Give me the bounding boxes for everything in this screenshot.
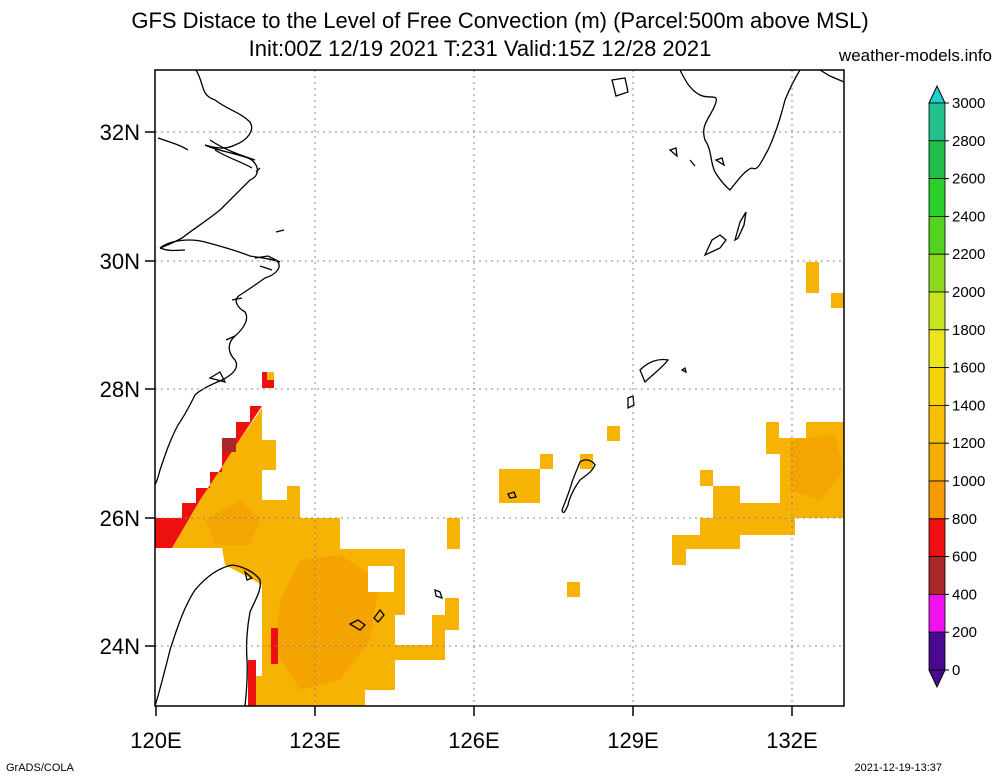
- colorbar-label: 2400: [952, 208, 985, 225]
- coastlines: [154, 69, 845, 707]
- colorbar-segment: [928, 291, 946, 331]
- colorbar-label: 200: [952, 624, 977, 641]
- colorbar-segment: [928, 215, 946, 255]
- colorbar-bottom-arrow: [928, 669, 946, 689]
- colorbar-label: 3000: [952, 95, 985, 112]
- colorbar-top-arrow: [928, 84, 946, 104]
- lon-label-129e: 129E: [607, 728, 658, 753]
- colorbar-label: 600: [952, 549, 977, 566]
- lat-label-28n: 28N: [100, 377, 140, 402]
- chart-title-line1: GFS Distace to the Level of Free Convect…: [131, 8, 869, 33]
- lon-label-126e: 126E: [448, 728, 499, 753]
- chart-title-line2: Init:00Z 12/19 2021 T:231 Valid:15Z 12/2…: [248, 36, 712, 61]
- lon-label-132e: 132E: [766, 728, 817, 753]
- lat-label-26n: 26N: [100, 506, 140, 531]
- map-area: [155, 70, 844, 706]
- lon-label-123e: 123E: [289, 728, 340, 753]
- colorbar-label: 1800: [952, 322, 985, 339]
- colorbar-segment: [928, 631, 946, 671]
- colorbar-segment: [928, 253, 946, 293]
- lat-label-32n: 32N: [100, 120, 140, 145]
- colorbar-segment: [928, 518, 946, 557]
- lfc-region-west: [172, 408, 445, 706]
- colorbar-segment: [928, 480, 946, 520]
- colorbar-segment: [928, 367, 946, 406]
- colorbar-segment: [928, 102, 946, 142]
- colorbar-segment: [928, 556, 946, 595]
- map-frame: [154, 69, 845, 707]
- colorbar-segment: [928, 140, 946, 180]
- colorbar-segment: [928, 329, 946, 368]
- colorbar-label: 800: [952, 511, 977, 528]
- colorbar-label: 1200: [952, 435, 985, 452]
- colorbar-segment: [928, 178, 946, 217]
- lfc-shading: [155, 262, 844, 706]
- colorbar-label: 400: [952, 586, 977, 603]
- colorbar: 3000280026002400220020001800160014001200…: [928, 84, 985, 689]
- timestamp: 2021-12-19-13:37: [854, 762, 942, 774]
- colorbar-label: 2800: [952, 133, 985, 150]
- colorbar-segment: [928, 594, 946, 633]
- taiwan-coastline: [154, 564, 261, 707]
- colorbar-label: 1600: [952, 360, 985, 377]
- colorbar-segment: [928, 442, 946, 482]
- colorbar-label: 1400: [952, 397, 985, 414]
- colorbar-label: 0: [952, 662, 960, 679]
- china-coastline: [154, 69, 280, 486]
- gridlines: [155, 70, 844, 706]
- colorbar-label: 2600: [952, 171, 985, 188]
- lat-label-24n: 24N: [100, 634, 140, 659]
- kyushu-coastline: [679, 69, 801, 191]
- colorbar-segment: [928, 404, 946, 444]
- okinawa-coastline: [561, 459, 596, 514]
- site-credit: weather-models.info: [838, 46, 992, 65]
- lat-label-30n: 30N: [100, 249, 140, 274]
- colorbar-label: 1000: [952, 473, 985, 490]
- lon-label-120e: 120E: [130, 728, 181, 753]
- grads-credit: GrADS/COLA: [6, 762, 74, 774]
- colorbar-label: 2000: [952, 284, 985, 301]
- colorbar-label: 2200: [952, 246, 985, 263]
- axis-ticks: [145, 131, 793, 716]
